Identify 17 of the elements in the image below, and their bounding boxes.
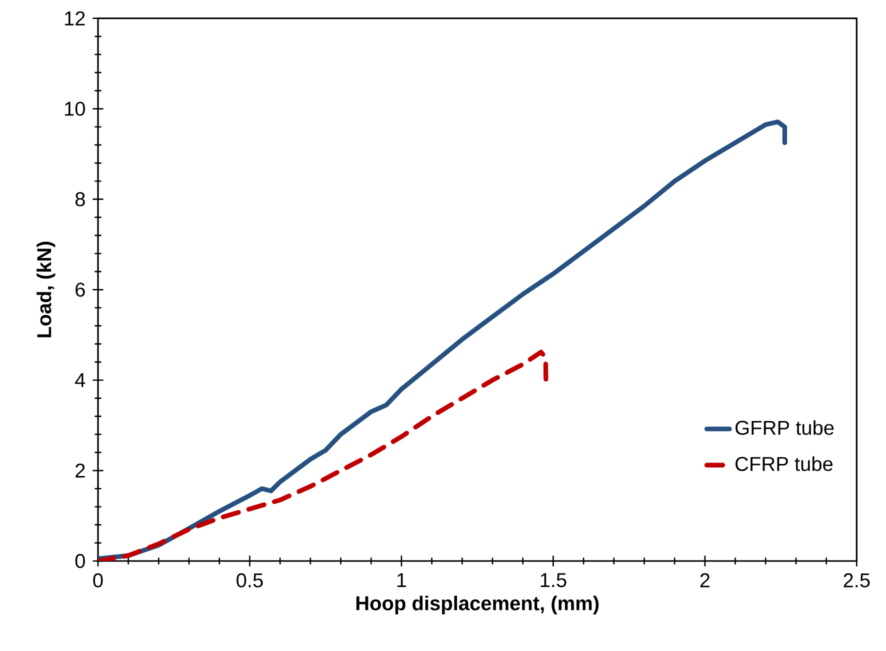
legend-label: GFRP tube (736, 420, 834, 435)
x-tick-label: 0 (93, 573, 103, 588)
x-tick-label: 1 (397, 573, 406, 588)
x-axis-title: Hoop displacement, (mm) (356, 596, 599, 614)
y-tick-label: 10 (65, 102, 85, 116)
x-tick-label: 0.5 (236, 573, 263, 588)
y-tick-label: 2 (76, 464, 85, 478)
legend-label: CFRP tube (736, 456, 833, 472)
y-axis-title: Load, (kN) (36, 242, 56, 338)
y-tick-label: 6 (76, 282, 85, 297)
x-tick-label: 2.5 (844, 573, 870, 588)
y-tick-label: 4 (75, 373, 86, 387)
x-tick-label: 1.5 (540, 573, 566, 588)
y-tick-label: 8 (75, 192, 85, 206)
x-tick-label: 2 (700, 573, 710, 588)
y-tick-label: 12 (65, 11, 85, 26)
y-tick-label: 0 (75, 554, 85, 568)
